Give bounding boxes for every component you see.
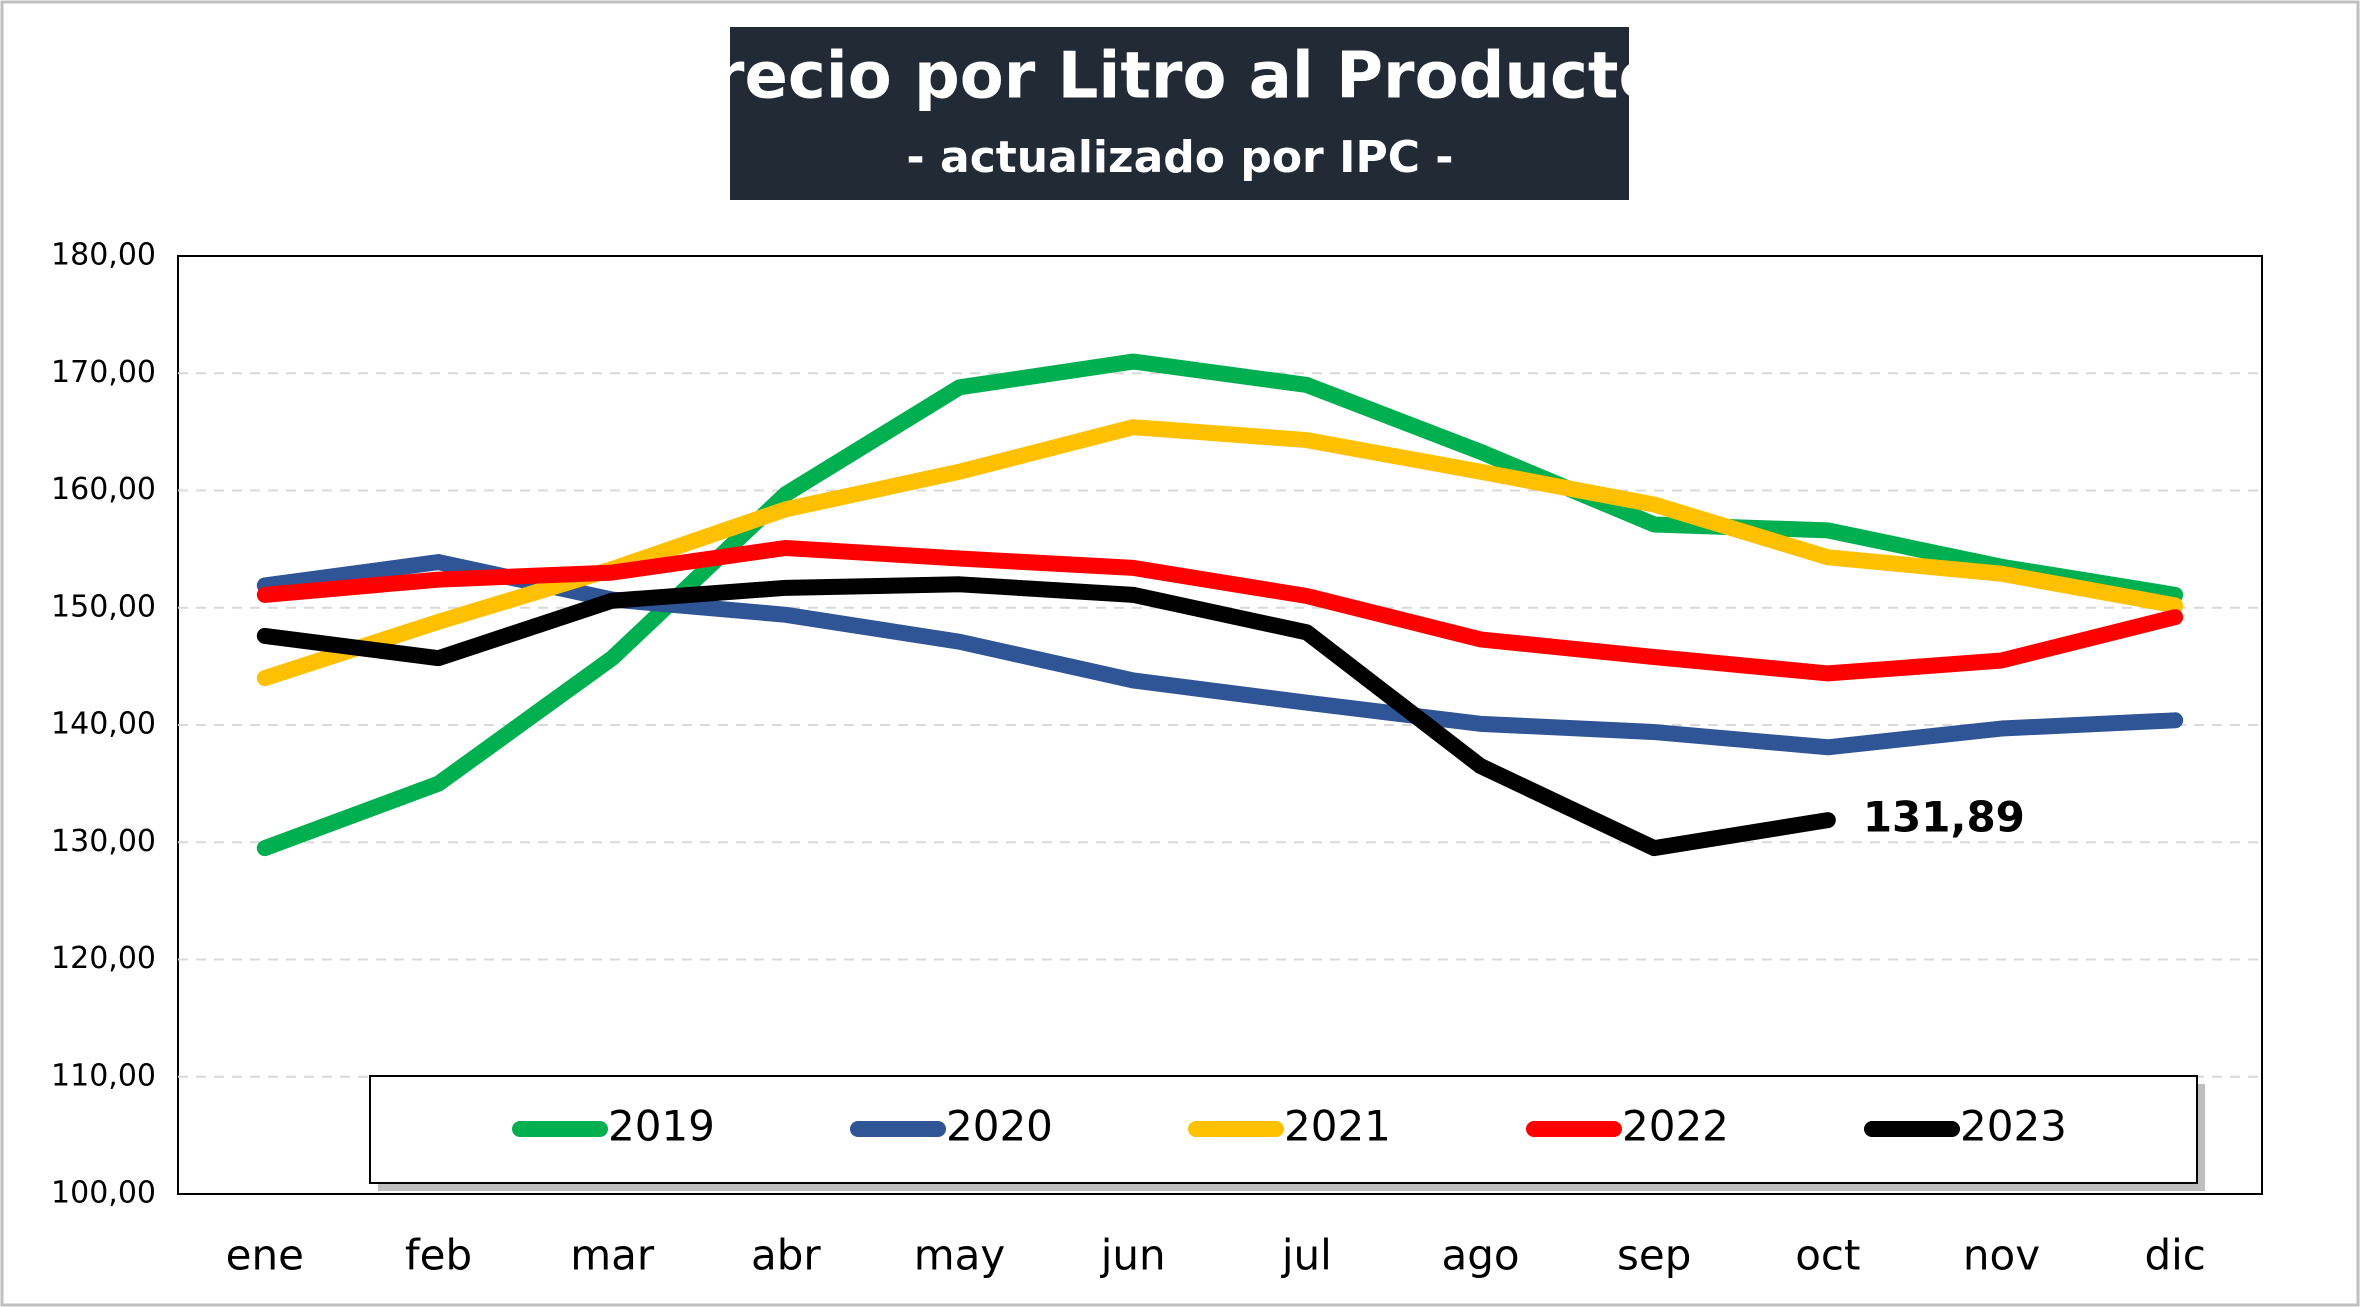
legend-label: 2020: [946, 1102, 1053, 1151]
x-tick-label: abr: [751, 1231, 821, 1280]
legend-label: 2021: [1284, 1102, 1391, 1151]
series-line: [256, 539, 2184, 682]
series-line: [256, 576, 1836, 857]
x-tick-label: ene: [226, 1231, 304, 1280]
y-tick-label: 170,00: [51, 355, 156, 390]
x-tick-label: mar: [570, 1231, 655, 1280]
x-tick-label: sep: [1617, 1231, 1691, 1280]
x-tick-label: ago: [1441, 1231, 1519, 1280]
data-label: 131,89: [1863, 793, 2025, 842]
legend-label: 2023: [1960, 1102, 2067, 1151]
legend-label: 2022: [1622, 1102, 1729, 1151]
x-tick-label: jun: [1100, 1231, 1166, 1280]
chart-subtitle: - actualizado por IPC -: [906, 132, 1453, 183]
series-line: [256, 554, 2184, 756]
y-tick-label: 150,00: [51, 589, 156, 624]
series-line: [256, 353, 2184, 857]
y-tick-label: 130,00: [51, 824, 156, 859]
x-tick-label: may: [914, 1231, 1006, 1280]
y-tick-label: 110,00: [51, 1058, 156, 1093]
title-box: [730, 27, 1629, 200]
x-tick-label: jul: [1281, 1231, 1332, 1280]
chart-title: Precio por Litro al Productor: [666, 40, 1694, 114]
x-tick-label: dic: [2144, 1231, 2205, 1280]
legend-label: 2019: [608, 1102, 715, 1151]
y-tick-label: 160,00: [51, 472, 156, 507]
y-tick-label: 140,00: [51, 707, 156, 742]
y-tick-label: 180,00: [51, 238, 156, 273]
x-tick-label: nov: [1963, 1231, 2040, 1280]
y-tick-label: 100,00: [51, 1176, 156, 1211]
y-tick-label: 120,00: [51, 941, 156, 976]
x-tick-label: feb: [405, 1231, 472, 1280]
x-tick-label: oct: [1795, 1231, 1860, 1280]
